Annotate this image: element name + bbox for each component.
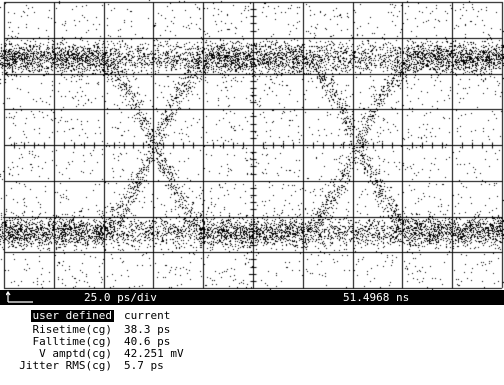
measurement-row-falltime: Falltime(cg) 40.6 ps	[0, 336, 504, 348]
measurement-panel: user defined current Risetime(cg) 38.3 p…	[0, 308, 504, 385]
measurement-row-risetime: Risetime(cg) 38.3 ps	[0, 324, 504, 336]
measurement-value: 42.251 mV	[124, 347, 184, 360]
time-position-readout: 51.4968 ns	[343, 291, 410, 304]
oscilloscope-display: 25.0 ps/div 51.4968 ns	[0, 0, 504, 305]
reference-marker-icon	[6, 291, 33, 303]
eye-diagram-plot	[0, 0, 504, 290]
measurement-value: 40.6 ps	[124, 335, 171, 348]
measurement-label: Falltime(cg)	[32, 335, 112, 348]
timebase-readout: 25.0 ps/div	[84, 291, 157, 304]
measurement-row-amplitude: V amptd(cg) 42.251 mV	[0, 348, 504, 360]
measurement-value: 38.3 ps	[124, 323, 171, 336]
measurement-label: Jitter RMS(cg)	[19, 359, 112, 372]
measurement-row-jitter: Jitter RMS(cg) 5.7 ps	[0, 360, 504, 372]
status-bar: 25.0 ps/div 51.4968 ns	[0, 290, 504, 305]
measurement-header-row: user defined current	[0, 310, 504, 322]
measurement-label: V amptd(cg)	[39, 347, 112, 360]
measurement-mode-label[interactable]: user defined	[30, 309, 114, 322]
measurement-mode-value: current	[124, 309, 171, 322]
measurement-label: Risetime(cg)	[32, 323, 112, 336]
measurement-value: 5.7 ps	[124, 359, 164, 372]
